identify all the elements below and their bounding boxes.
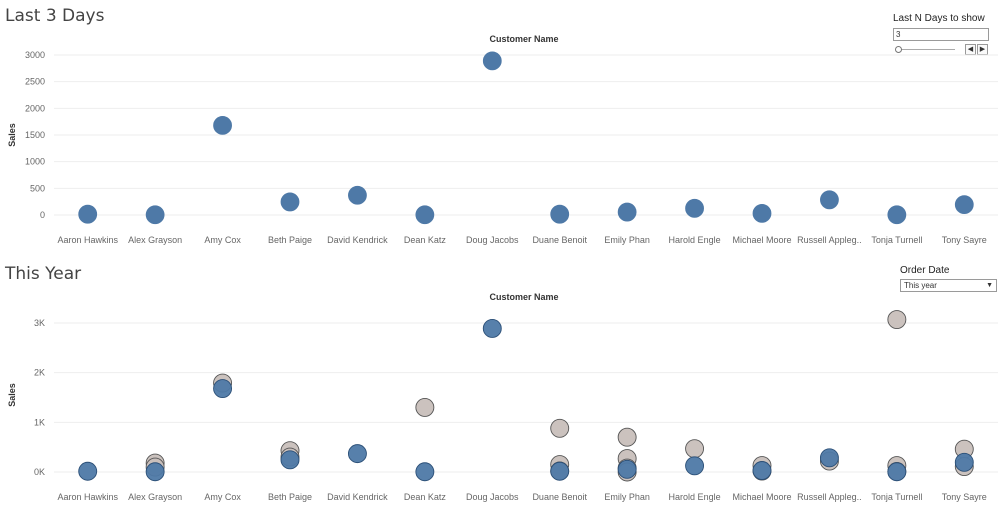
x-tick-label: Duane Benoit xyxy=(532,235,587,245)
data-point xyxy=(685,439,705,459)
order-date-filter-control: Order Date This year ▼ xyxy=(900,265,997,292)
column-header: Customer Name xyxy=(489,292,558,302)
y-tick-label: 500 xyxy=(30,183,45,193)
x-tick-label: Harold Engle xyxy=(669,235,721,245)
data-point xyxy=(415,397,435,417)
last-n-days-label: Last N Days to show xyxy=(893,13,985,24)
data-point xyxy=(685,456,705,476)
data-point xyxy=(550,418,570,438)
y-tick-label: 1K xyxy=(34,417,45,427)
data-point xyxy=(819,448,839,468)
x-tick-label: Doug Jacobs xyxy=(466,235,519,245)
slider-handle[interactable] xyxy=(895,46,902,53)
x-tick-label: Emily Phan xyxy=(604,235,650,245)
order-date-label: Order Date xyxy=(900,265,950,276)
x-tick-label: Tony Sayre xyxy=(942,492,987,502)
y-tick-label: 3000 xyxy=(25,50,45,60)
data-point xyxy=(820,190,839,210)
data-point xyxy=(752,461,772,480)
data-point xyxy=(685,198,704,218)
last-3-days-scatter-chart: Customer Name Sales 0 500 1000 1500 2000 2500 30… xyxy=(7,34,998,245)
data-point xyxy=(887,310,907,329)
data-point xyxy=(617,459,637,479)
x-tick-label: David Kendrick xyxy=(327,235,388,245)
data-point xyxy=(617,427,637,447)
y-tick-label: 0 xyxy=(40,210,45,220)
data-point xyxy=(145,462,165,482)
slider-track xyxy=(897,49,955,50)
x-tick-label: Dean Katz xyxy=(404,235,447,245)
data-point xyxy=(752,203,772,223)
y-tick-label: 2K xyxy=(34,368,45,378)
x-tick-label: Aaron Hawkins xyxy=(57,235,118,245)
data-point xyxy=(482,319,502,338)
data-point xyxy=(213,116,232,135)
x-tick-label: Tonja Turnell xyxy=(871,235,922,245)
x-tick-label: Dean Katz xyxy=(404,492,447,502)
data-point xyxy=(550,204,570,224)
data-point xyxy=(550,461,570,481)
y-tick-label: 1000 xyxy=(25,157,45,167)
y-tick-label: 0K xyxy=(34,467,45,477)
x-tick-label: Harold Engle xyxy=(669,492,721,502)
data-point xyxy=(78,204,98,224)
y-axis-label: Sales xyxy=(7,123,17,147)
data-point xyxy=(415,205,435,225)
order-date-dropdown[interactable]: This year ▼ xyxy=(900,279,997,292)
x-tick-label: Amy Cox xyxy=(204,235,241,245)
y-tick-label: 1500 xyxy=(25,130,45,140)
x-tick-label: Emily Phan xyxy=(604,492,650,502)
sheet-title-last-3-days: Last 3 Days xyxy=(5,6,105,26)
data-point xyxy=(887,462,907,482)
x-tick-label: Amy Cox xyxy=(204,492,241,502)
y-axis-label: Sales xyxy=(7,383,17,407)
x-tick-label: Doug Jacobs xyxy=(466,492,519,502)
data-point xyxy=(887,205,907,225)
last-n-days-parameter-control: Last N Days to show 3 ◀ ▶ xyxy=(893,13,989,55)
data-point xyxy=(78,461,98,481)
last-n-days-input[interactable]: 3 xyxy=(893,28,989,41)
data-point xyxy=(954,195,974,215)
order-date-selected-value: This year xyxy=(904,281,937,290)
data-point xyxy=(213,379,233,399)
y-tick-label: 2000 xyxy=(25,103,45,113)
x-tick-label: Russell Appleg.. xyxy=(797,235,862,245)
y-tick-label: 3K xyxy=(34,318,45,328)
x-tick-label: Tonja Turnell xyxy=(871,492,922,502)
x-tick-label: Tony Sayre xyxy=(942,235,987,245)
x-tick-label: Beth Paige xyxy=(268,492,312,502)
x-tick-label: Alex Grayson xyxy=(128,235,182,245)
data-point xyxy=(954,452,974,472)
x-tick-label: Russell Appleg.. xyxy=(797,492,862,502)
data-point xyxy=(348,185,367,205)
data-point xyxy=(617,202,637,222)
data-point xyxy=(415,462,435,482)
x-tick-label: Duane Benoit xyxy=(532,492,587,502)
sheet-title-this-year: This Year xyxy=(5,264,82,284)
data-point xyxy=(280,192,300,212)
y-tick-label: 2500 xyxy=(25,77,45,87)
column-header: Customer Name xyxy=(489,34,558,44)
x-tick-label: Beth Paige xyxy=(268,235,312,245)
data-point xyxy=(145,205,165,225)
x-tick-label: Aaron Hawkins xyxy=(57,492,118,502)
x-tick-label: Michael Moore xyxy=(732,235,791,245)
x-tick-label: Alex Grayson xyxy=(128,492,182,502)
data-point xyxy=(280,450,300,470)
x-tick-label: Michael Moore xyxy=(732,492,791,502)
chevron-down-icon: ▼ xyxy=(986,282,993,289)
data-point xyxy=(482,51,502,71)
data-point xyxy=(347,444,367,464)
x-tick-label: David Kendrick xyxy=(327,492,388,502)
